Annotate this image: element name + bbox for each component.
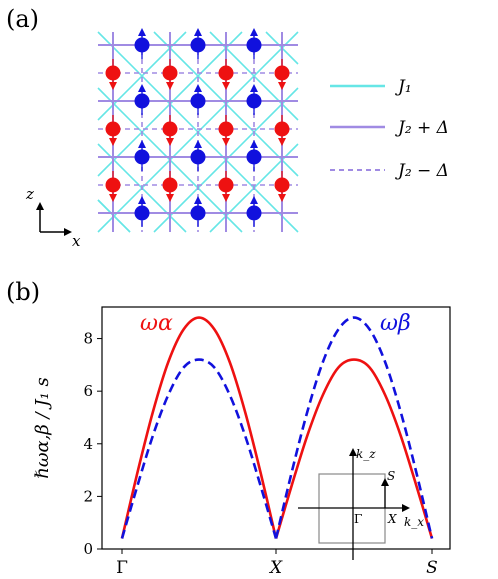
blue-spin-site [246, 37, 262, 53]
y-tick-label: 2 [83, 487, 93, 505]
blue-spin-site [134, 149, 150, 165]
red-spin-site [218, 65, 234, 81]
series-omega-alpha-line [120, 316, 434, 539]
series-label-omega-alpha: ωα [140, 311, 173, 336]
x-tick-label: S [426, 558, 438, 578]
series-omega-beta-line [120, 316, 434, 539]
blue-spin-site [134, 37, 150, 53]
inset-x-label: X [387, 512, 397, 526]
y-axis-label: ℏωα,β / J₁ s [32, 377, 53, 478]
panel-a-label: (a) [6, 5, 39, 33]
y-tick-label: 4 [83, 435, 93, 453]
x-axis-label: x [72, 232, 81, 250]
red-spin-site [162, 177, 178, 193]
legend: J₁ J₂ + Δ J₂ − Δ [330, 77, 449, 181]
legend-label-j2-plus: J₂ + Δ [395, 118, 449, 138]
blue-spin-site [190, 149, 206, 165]
series-label-omega-beta: ωβ [380, 311, 411, 336]
z-axis-label: z [25, 185, 34, 203]
blue-spin-site [190, 205, 206, 221]
blue-spin-site [246, 205, 262, 221]
spin-lattice [97, 28, 299, 233]
y-tick-label: 0 [83, 540, 93, 558]
inset-kz-label: k_z [356, 447, 376, 461]
blue-spin-site [134, 205, 150, 221]
inset-s-label: S [387, 469, 395, 483]
blue-spin-site [190, 93, 206, 109]
legend-label-j2-minus: J₂ − Δ [395, 161, 449, 181]
brillouin-zone-inset: k_z k_x S Γ X [298, 447, 424, 560]
dispersion-plot: 0 2 4 6 8 Γ X Sωα ωβ [83, 306, 451, 578]
panel-b-label: (b) [6, 278, 40, 306]
blue-spin-site [246, 93, 262, 109]
red-spin-site [218, 177, 234, 193]
y-tick-label: 8 [83, 330, 93, 348]
red-spin-site [105, 65, 121, 81]
red-spin-site [274, 65, 290, 81]
x-tick-label: Γ [116, 558, 128, 578]
red-spin-site [105, 177, 121, 193]
red-spin-site [162, 65, 178, 81]
inset-kx-label: k_x [404, 515, 424, 529]
blue-spin-site [190, 37, 206, 53]
legend-label-j1: J₁ [395, 77, 412, 97]
j1-bond [209, 31, 299, 121]
red-spin-site [274, 177, 290, 193]
red-spin-site [218, 121, 234, 137]
x-tick-label: X [268, 558, 283, 578]
axis-indicator: z x [25, 185, 81, 250]
red-spin-site [274, 121, 290, 137]
y-tick-label: 6 [83, 382, 93, 400]
red-spin-site [105, 121, 121, 137]
red-spin-site [162, 121, 178, 137]
inset-gamma-label: Γ [354, 512, 362, 526]
blue-spin-site [246, 149, 262, 165]
blue-spin-site [134, 93, 150, 109]
